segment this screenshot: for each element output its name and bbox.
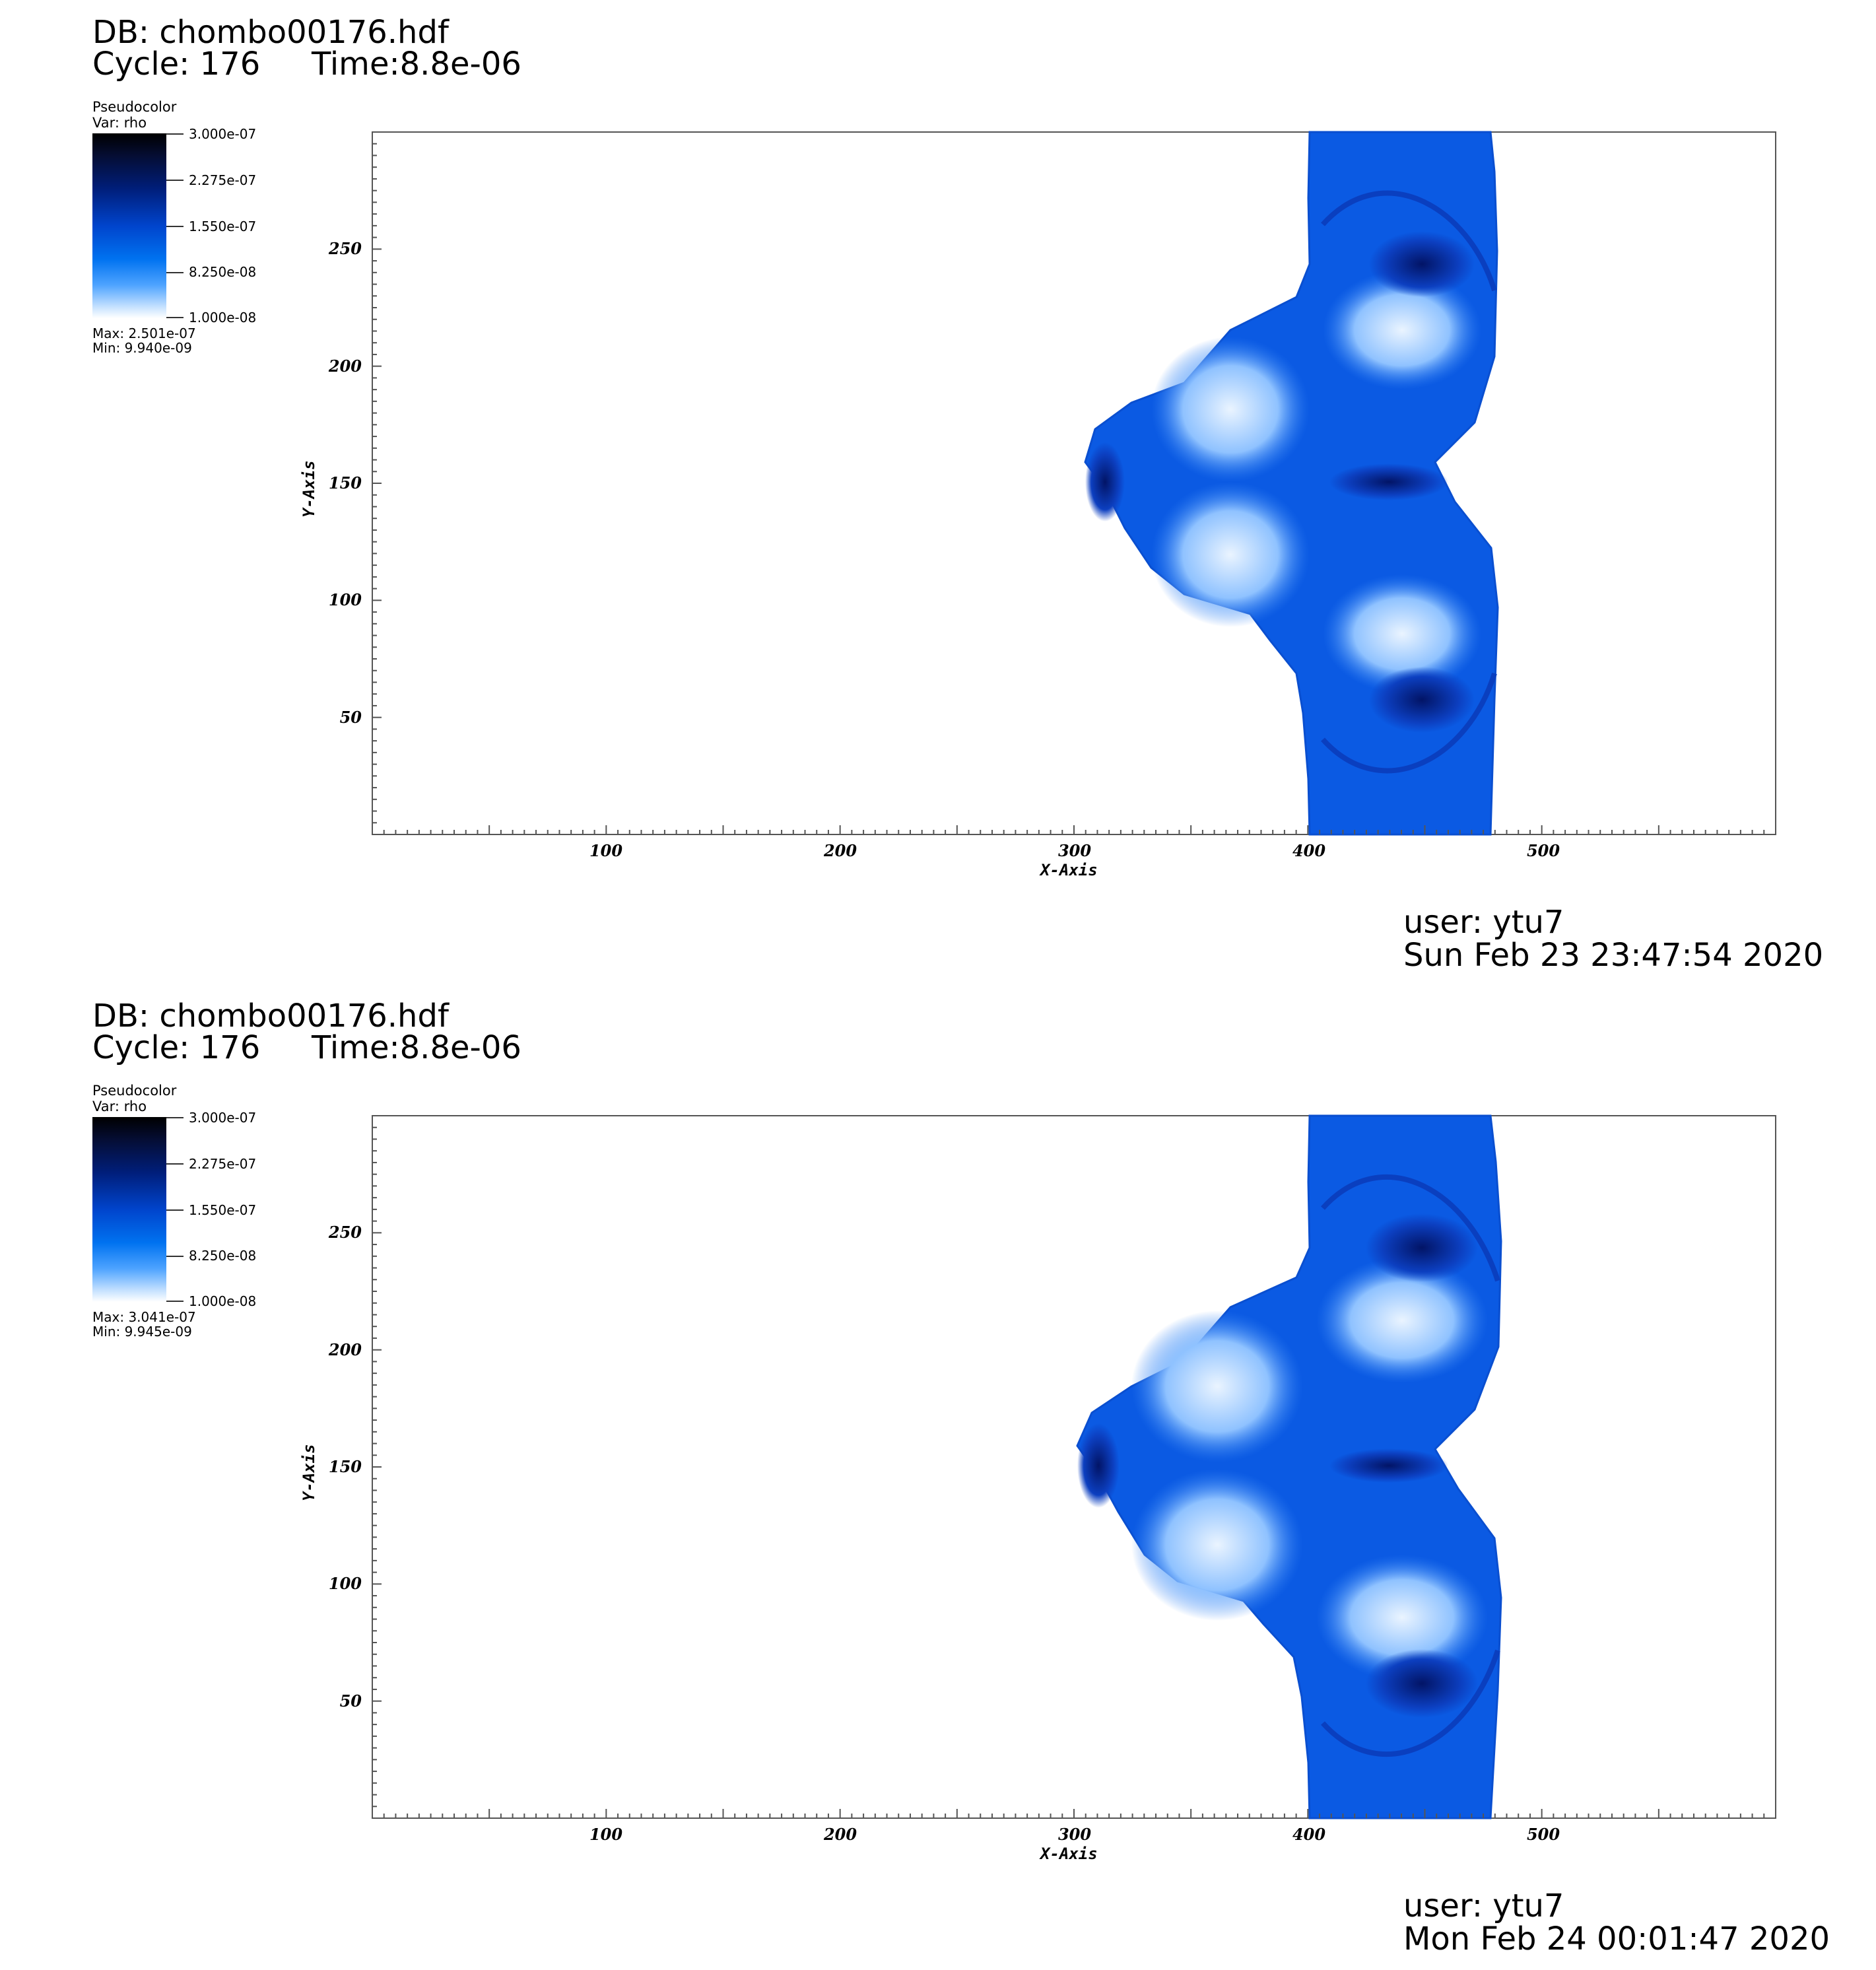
legend-variable: Var: rho bbox=[92, 1099, 147, 1114]
y-tick-label: 150 bbox=[328, 473, 362, 493]
y-axis-title: Y-Axis bbox=[300, 1444, 318, 1501]
database-label: DB: chombo00176.hdf bbox=[92, 14, 449, 51]
x-tick-label: 300 bbox=[1057, 1825, 1092, 1844]
shock-arc bbox=[1321, 190, 1497, 292]
dense-jet bbox=[1329, 463, 1448, 500]
x-tick-label: 400 bbox=[1292, 1825, 1326, 1844]
visit-panel-top: DB: chombo00176.hdf Cycle: 176 Time:8.8e… bbox=[0, 0, 1876, 984]
dense-vortex bbox=[1369, 231, 1475, 297]
max-label: Max: 3.041e-07 bbox=[92, 1309, 196, 1325]
colorbar-label: 2.275e-07 bbox=[189, 1156, 257, 1172]
min-label: Min: 9.945e-09 bbox=[92, 1324, 192, 1340]
colorbar bbox=[92, 133, 166, 318]
colorbar-tick bbox=[166, 1301, 184, 1302]
dense-front bbox=[1085, 442, 1125, 522]
date-label: Sun Feb 23 23:47:54 2020 bbox=[1403, 937, 1824, 974]
colorbar-label: 3.000e-07 bbox=[189, 126, 257, 142]
x-axis-title: X-Axis bbox=[1040, 1845, 1098, 1863]
date-label: Mon Feb 24 00:01:47 2020 bbox=[1403, 1920, 1830, 1957]
y-tick-label: 50 bbox=[339, 1691, 362, 1711]
plot-area: 250 200 150 100 50 100 200 300 400 500 X… bbox=[300, 1114, 1776, 1863]
y-tick-label: 200 bbox=[328, 357, 362, 376]
cycle-time-label: Cycle: 176 Time:8.8e-06 bbox=[92, 46, 521, 83]
x-tick-label: 100 bbox=[589, 1825, 623, 1844]
colorbar bbox=[92, 1117, 166, 1302]
light-lobe bbox=[1151, 337, 1310, 482]
shock-arc bbox=[1321, 1649, 1500, 1757]
min-label: Min: 9.940e-09 bbox=[92, 340, 192, 356]
y-tick-label: 100 bbox=[328, 590, 362, 609]
x-tick-label: 500 bbox=[1526, 1825, 1560, 1844]
legend-title: Pseudocolor bbox=[92, 99, 177, 115]
max-label: Max: 2.501e-07 bbox=[92, 325, 196, 341]
shock-arc bbox=[1321, 672, 1497, 774]
y-tick-label: 50 bbox=[339, 708, 362, 727]
colorbar-label: 1.000e-08 bbox=[189, 1293, 257, 1309]
light-lobe bbox=[1131, 1469, 1303, 1621]
ticks bbox=[372, 1115, 1776, 1819]
dense-vortex bbox=[1369, 667, 1475, 733]
colorbar-label: 2.275e-07 bbox=[189, 172, 257, 188]
legend-variable: Var: rho bbox=[92, 115, 147, 131]
density-field-plot bbox=[372, 131, 1776, 836]
user-label: user: ytu7 bbox=[1403, 904, 1564, 941]
colorbar-tick bbox=[166, 317, 184, 318]
density-field-plot bbox=[372, 1114, 1776, 1819]
colorbar-label: 8.250e-08 bbox=[189, 1248, 257, 1264]
light-lobe bbox=[1151, 482, 1310, 627]
colorbar-label: 3.000e-07 bbox=[189, 1110, 257, 1126]
y-tick-label: 150 bbox=[328, 1457, 362, 1476]
colorbar-tick bbox=[166, 1209, 184, 1211]
x-tick-label: 200 bbox=[823, 1825, 857, 1844]
colorbar-tick bbox=[166, 133, 184, 135]
database-label: DB: chombo00176.hdf bbox=[92, 998, 449, 1035]
cycle-label: Cycle: 176 bbox=[92, 46, 261, 83]
light-lobe bbox=[1131, 1310, 1303, 1462]
shock-arc bbox=[1321, 1174, 1500, 1282]
legend-title: Pseudocolor bbox=[92, 1083, 177, 1099]
plot-frame bbox=[372, 131, 1776, 835]
colorbar-label: 8.250e-08 bbox=[189, 264, 257, 280]
x-tick-label: 400 bbox=[1292, 841, 1326, 860]
dense-jet bbox=[1329, 1448, 1448, 1483]
time-label: Time:8.8e-06 bbox=[312, 46, 521, 83]
y-tick-label: 200 bbox=[328, 1340, 362, 1359]
colorbar-label: 1.000e-08 bbox=[189, 310, 257, 325]
visit-panel-bottom: DB: chombo00176.hdf Cycle: 176 Time:8.8e… bbox=[0, 984, 1876, 1967]
dense-front bbox=[1077, 1423, 1120, 1508]
dense-vortex bbox=[1366, 1649, 1478, 1718]
colorbar-tick bbox=[166, 1117, 184, 1118]
cycle-time-label: Cycle: 176 Time:8.8e-06 bbox=[92, 1029, 521, 1066]
x-tick-label: 200 bbox=[823, 841, 857, 860]
light-lobe bbox=[1323, 271, 1481, 390]
x-axis-title: X-Axis bbox=[1040, 861, 1098, 879]
x-tick-label: 500 bbox=[1526, 841, 1560, 860]
time-label: Time:8.8e-06 bbox=[312, 1029, 521, 1066]
light-lobe bbox=[1323, 574, 1481, 693]
y-tick-label: 100 bbox=[328, 1574, 362, 1593]
colorbar-label: 1.550e-07 bbox=[189, 219, 257, 234]
colorbar-tick bbox=[166, 1256, 184, 1257]
ticks bbox=[372, 131, 1776, 835]
y-tick-label: 250 bbox=[328, 239, 362, 258]
light-lobe bbox=[1316, 1258, 1488, 1383]
colorbar-label: 1.550e-07 bbox=[189, 1202, 257, 1218]
colorbar-tick bbox=[166, 180, 184, 181]
x-tick-label: 300 bbox=[1057, 841, 1092, 860]
x-tick-label: 100 bbox=[589, 841, 623, 860]
colorbar-tick bbox=[166, 272, 184, 273]
dense-vortex bbox=[1366, 1213, 1478, 1282]
colorbar-tick bbox=[166, 226, 184, 227]
y-axis-title: Y-Axis bbox=[300, 460, 318, 518]
y-tick-label: 250 bbox=[328, 1223, 362, 1242]
user-label: user: ytu7 bbox=[1403, 1887, 1564, 1924]
colorbar-tick bbox=[166, 1163, 184, 1165]
plot-area: 250 200 150 100 50 100 200 300 400 500 X… bbox=[300, 131, 1776, 879]
light-lobe bbox=[1316, 1555, 1488, 1680]
cycle-label: Cycle: 176 bbox=[92, 1029, 261, 1066]
plot-frame bbox=[372, 1115, 1776, 1819]
